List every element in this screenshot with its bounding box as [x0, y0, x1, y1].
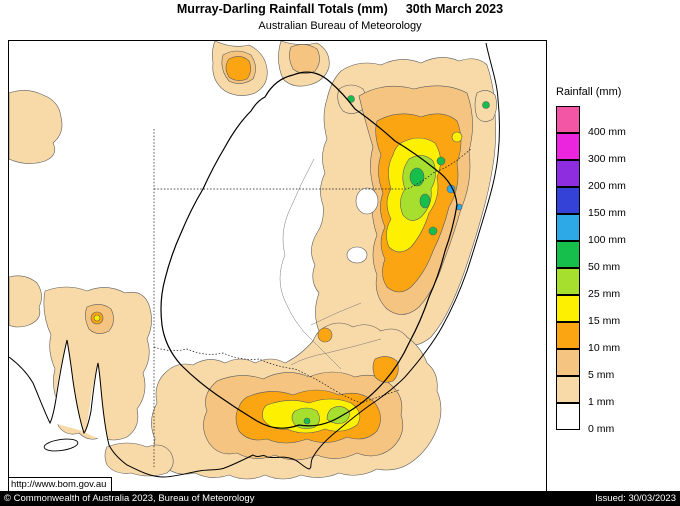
legend-entry-150: 150 mm [556, 187, 676, 219]
legend-label-5: 5 mm [588, 369, 615, 381]
legend-label-25: 25 mm [588, 288, 621, 300]
page-header: Murray-Darling Rainfall Totals (mm) 30th … [0, 2, 680, 32]
legend-entry-5: 5 mm [556, 349, 676, 381]
legend-swatch-10 [556, 322, 580, 349]
legend-swatch-200 [556, 160, 580, 187]
legend-entries: 400 mm 300 mm 200 mm 150 mm 100 mm 50 mm 25 mm… [556, 106, 676, 435]
page-title-row: Murray-Darling Rainfall Totals (mm) 30th … [0, 2, 680, 16]
legend-entry-15: 15 mm [556, 295, 676, 327]
legend-swatch-15 [556, 295, 580, 322]
legend-swatch-25 [556, 268, 580, 295]
map-subtitle: Australian Bureau of Meteorology [258, 20, 422, 32]
rainfall-legend: Rainfall (mm) 400 mm 300 mm 200 mm 150 mm 10… [556, 86, 676, 435]
map-canvas: http://www.bom.gov.au [8, 40, 547, 492]
legend-entry-50: 50 mm [556, 241, 676, 273]
coastline [9, 42, 500, 478]
legend-label-50: 50 mm [588, 261, 621, 273]
murray-darling-basin-boundary [160, 71, 458, 429]
legend-label-400: 400 mm [588, 126, 626, 138]
rainfall-band-50mm [303, 95, 490, 425]
legend-swatch-300 [556, 133, 580, 160]
legend-swatch-5 [556, 349, 580, 376]
legend-entry-10: 10 mm [556, 322, 676, 354]
legend-swatch-150 [556, 187, 580, 214]
nsw-vic-border-line [153, 346, 400, 404]
legend-swatch-1 [556, 376, 580, 403]
legend-entry-200: 200 mm [556, 160, 676, 192]
rainfall-map [9, 41, 546, 491]
footer-bar: © Commonwealth of Australia 2023, Bureau… [0, 491, 680, 506]
kangaroo-island [43, 438, 79, 452]
legend-entry-400: 400 mm [556, 106, 676, 138]
map-title: Murray-Darling Rainfall Totals (mm) [176, 2, 388, 16]
legend-entry-0: 0 mm [556, 403, 676, 435]
legend-title: Rainfall (mm) [556, 86, 622, 98]
legend-label-15: 15 mm [588, 315, 621, 327]
legend-label-200: 200 mm [588, 180, 626, 192]
state-borders [153, 129, 472, 469]
legend-label-1: 1 mm [588, 396, 615, 408]
legend-label-100: 100 mm [588, 234, 626, 246]
legend-entry-100: 100 mm [556, 214, 676, 246]
legend-swatch-50 [556, 241, 580, 268]
legend-entry-25: 25 mm [556, 268, 676, 300]
legend-label-150: 150 mm [588, 207, 626, 219]
gulf-waters [53, 340, 108, 443]
map-date: 30th March 2023 [405, 2, 504, 16]
legend-entry-300: 300 mm [556, 133, 676, 165]
legend-swatch-0 [556, 403, 580, 430]
legend-swatch-100 [556, 214, 580, 241]
legend-label-300: 300 mm [588, 153, 626, 165]
legend-swatch-400 [556, 106, 580, 133]
footer-copyright: © Commonwealth of Australia 2023, Bureau… [4, 493, 255, 504]
legend-label-0: 0 mm [588, 423, 615, 435]
rainfall-band-0mm-enclaves [346, 187, 379, 264]
river-lines [279, 158, 382, 370]
legend-entry-1: 1 mm [556, 376, 676, 408]
url-label: http://www.bom.gov.au [9, 477, 113, 491]
legend-label-10: 10 mm [588, 342, 621, 354]
footer-issued: Issued: 30/03/2023 [595, 493, 676, 504]
